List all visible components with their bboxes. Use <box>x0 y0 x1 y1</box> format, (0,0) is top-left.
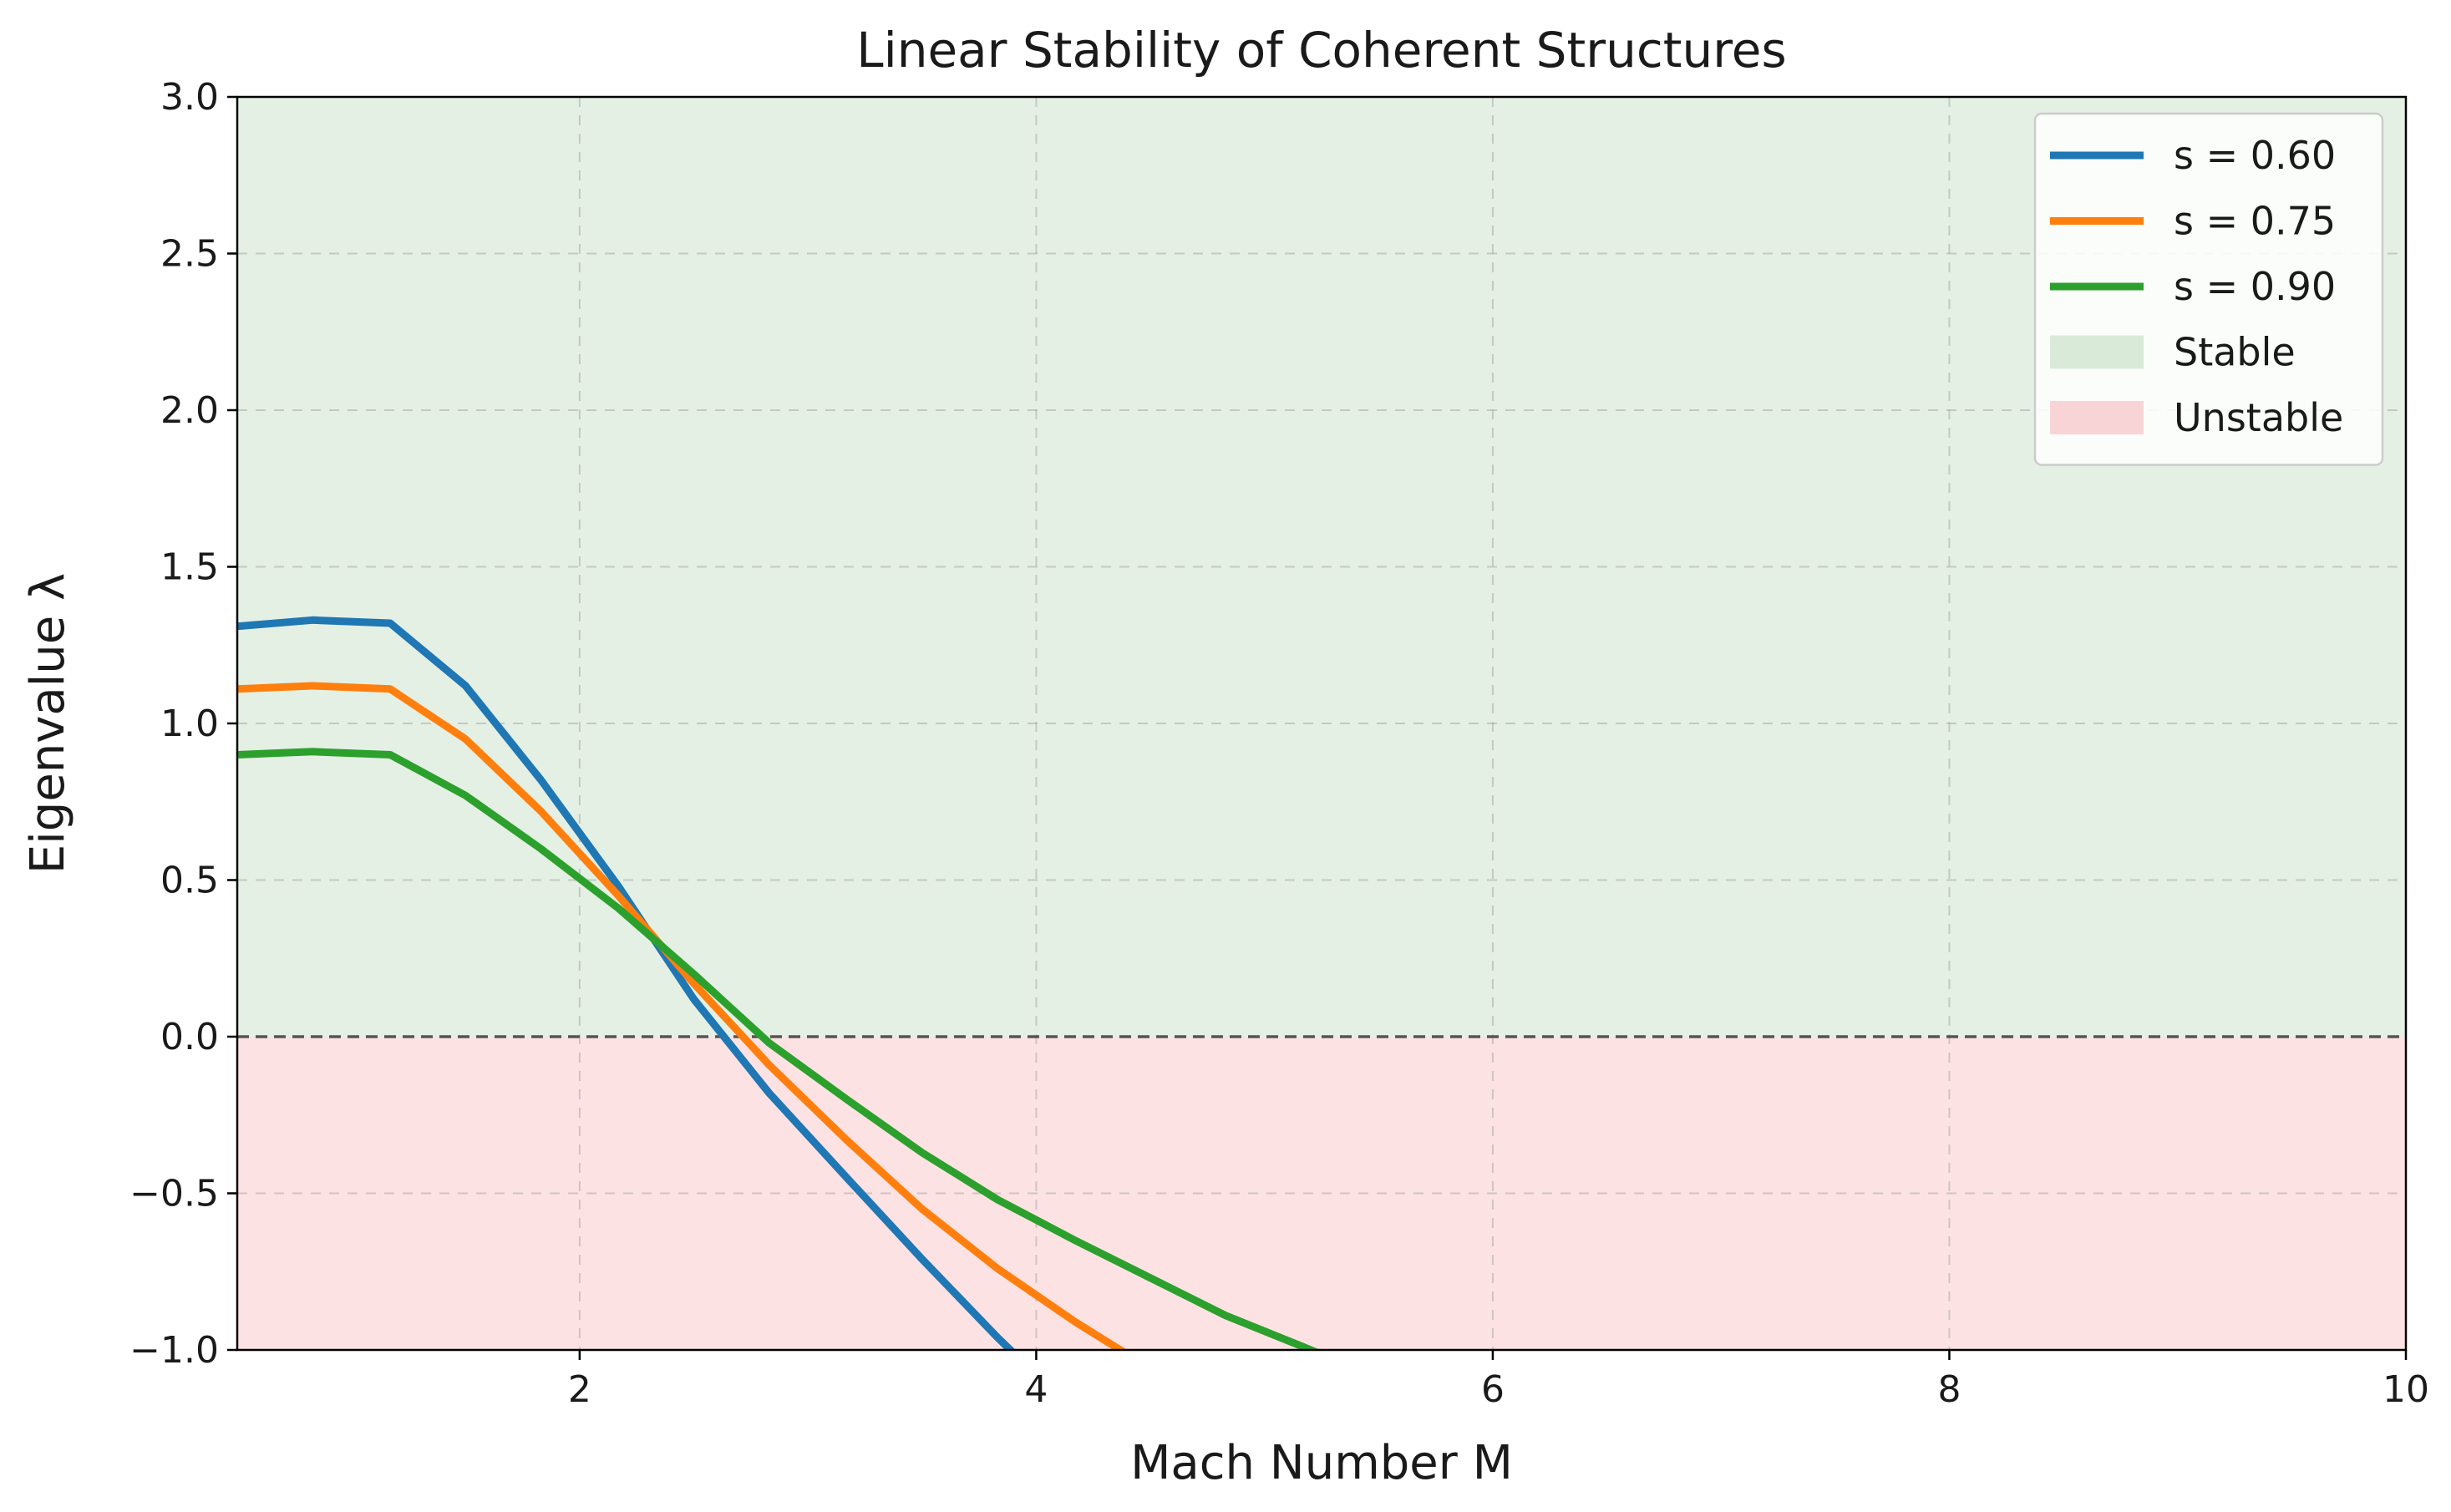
series-layer <box>237 616 1321 1350</box>
legend: s = 0.60 s = 0.75 s = 0.90 Stable Unstable <box>2033 112 2384 466</box>
y-tick-label: −1.0 <box>129 1329 219 1372</box>
legend-label-unstable: Unstable <box>2174 395 2343 440</box>
series-line-3 <box>237 748 1321 1350</box>
x-tick-label: 6 <box>1481 1368 1505 1411</box>
y-tick-label: 0.5 <box>160 860 219 902</box>
y-tick-label: 3.0 <box>160 76 219 119</box>
legend-swatch-stable <box>2050 335 2144 369</box>
legend-label-s-0-90: s = 0.90 <box>2174 264 2336 309</box>
y-tick-label: −0.5 <box>129 1173 219 1215</box>
y-tick-label: 2.5 <box>160 233 219 276</box>
y-tick-label: 2.0 <box>160 389 219 432</box>
x-tick-label: 2 <box>568 1368 591 1411</box>
series-line-2 <box>237 682 1128 1350</box>
y-tick-label: 1.0 <box>160 703 219 745</box>
legend-label-s-0-75: s = 0.75 <box>2174 199 2336 244</box>
chart-title: Linear Stability of Coherent Structures <box>856 22 1786 79</box>
legend-label-s-0-60: s = 0.60 <box>2174 133 2336 178</box>
x-axis-title: Mach Number M <box>1130 1436 1513 1490</box>
x-tick-label: 8 <box>1937 1368 1961 1411</box>
y-tick-label: 1.5 <box>160 546 219 589</box>
y-tick-label: 0.0 <box>160 1016 219 1058</box>
legend-label-stable: Stable <box>2174 330 2296 375</box>
legend-swatch-unstable <box>2050 401 2144 434</box>
x-tick-label: 10 <box>2382 1368 2429 1411</box>
y-axis-title: Eigenvalue λ <box>21 573 75 874</box>
x-tick-label: 4 <box>1024 1368 1048 1411</box>
legend-box <box>2033 112 2384 466</box>
ticks-layer: 2 4 6 8 10 −1.0 −0.5 0.0 0.5 1.0 1.5 2.0 2.5 3.0 <box>129 76 2429 1411</box>
